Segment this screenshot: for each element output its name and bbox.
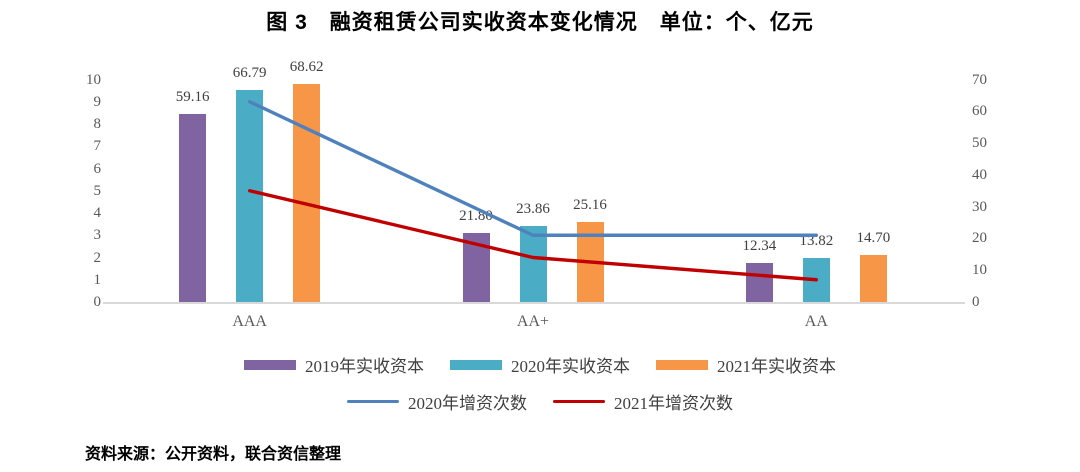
- right-axis-tick: 60: [972, 103, 987, 120]
- left-axis-tick: 2: [93, 249, 102, 266]
- left-axis-tick: 8: [93, 116, 102, 132]
- legend-line-swatch: [553, 399, 605, 404]
- left-axis-tick: 5: [93, 182, 102, 199]
- right-axis-tick: 0: [972, 294, 980, 310]
- bar-value-label: 68.62: [289, 58, 324, 75]
- legend-label: 2020年实收资本: [511, 357, 630, 376]
- category-label: AAA: [232, 313, 267, 330]
- x-axis-line: [103, 302, 965, 304]
- bar-value-label: 66.79: [232, 64, 267, 81]
- bar-2020年实收资本: [519, 226, 547, 302]
- left-axis-tick: 9: [93, 93, 102, 110]
- right-axis-tick: 30: [972, 198, 987, 215]
- right-axis-tick: 20: [972, 230, 987, 247]
- left-axis-tick: 3: [93, 227, 102, 244]
- legend-row-bars: 2019年实收资本 2020年实收资本 2021年实收资本: [244, 352, 836, 377]
- bar-2019年实收资本: [179, 113, 207, 302]
- legend-label: 2021年增资次数: [614, 394, 733, 413]
- left-axis-tick: 4: [93, 205, 102, 221]
- legend-label: 2020年增资次数: [408, 394, 527, 413]
- legend-item-2020年实收资本: 2020年实收资本: [450, 352, 630, 377]
- legend-row-lines: 2020年增资次数 2021年增资次数: [347, 389, 733, 414]
- legend-item-2019年实收资本: 2019年实收资本: [244, 352, 424, 377]
- chart-legend: 2019年实收资本 2020年实收资本 2021年实收资本 2020年增资次数 202…: [0, 352, 1080, 414]
- chart-title: 图 3 融资租赁公司实收资本变化情况 单位：个、亿元: [266, 11, 814, 34]
- legend-bar-swatch: [450, 359, 502, 370]
- bar-value-label: 12.34: [742, 237, 777, 254]
- legend-bar-swatch: [656, 359, 708, 370]
- bar-2020年实收资本: [236, 89, 264, 302]
- category-label: AA+: [516, 313, 550, 330]
- left-axis-tick: 10: [86, 71, 101, 88]
- right-axis-tick: 70: [972, 71, 987, 88]
- right-axis-tick: 10: [972, 262, 987, 279]
- bar-2021年实收资本: [859, 255, 887, 302]
- legend-item-2021年增资次数: 2021年增资次数: [553, 389, 733, 414]
- legend-label: 2021年实收资本: [717, 357, 836, 376]
- right-axis-tick: 50: [972, 135, 987, 152]
- bar-value-label: 14.70: [856, 230, 891, 247]
- bar-2021年实收资本: [293, 83, 321, 302]
- bar-value-label: 23.86: [516, 201, 550, 218]
- left-axis-tick: 0: [93, 294, 102, 310]
- line-2020年增资次数: [247, 100, 819, 237]
- left-axis-tick: 6: [93, 160, 102, 177]
- line-2021年增资次数: [247, 189, 819, 282]
- bar-value-label: 13.82: [799, 233, 834, 250]
- bar-value-label: 25.16: [573, 197, 607, 214]
- left-axis-tick: 7: [93, 138, 102, 155]
- legend-item-2021年实收资本: 2021年实收资本: [656, 352, 836, 377]
- bar-value-label: 59.16: [175, 88, 210, 105]
- right-axis-tick: 40: [972, 166, 987, 183]
- source-note: 资料来源：公开资料，联合资信整理: [85, 446, 342, 463]
- legend-line-swatch: [347, 399, 399, 404]
- legend-item-2020年增资次数: 2020年增资次数: [347, 389, 527, 414]
- legend-label: 2019年实收资本: [305, 357, 424, 376]
- category-label: AA: [804, 313, 828, 330]
- bar-2019年实收资本: [745, 262, 773, 302]
- left-axis-tick: 1: [93, 271, 102, 288]
- legend-bar-swatch: [244, 359, 296, 370]
